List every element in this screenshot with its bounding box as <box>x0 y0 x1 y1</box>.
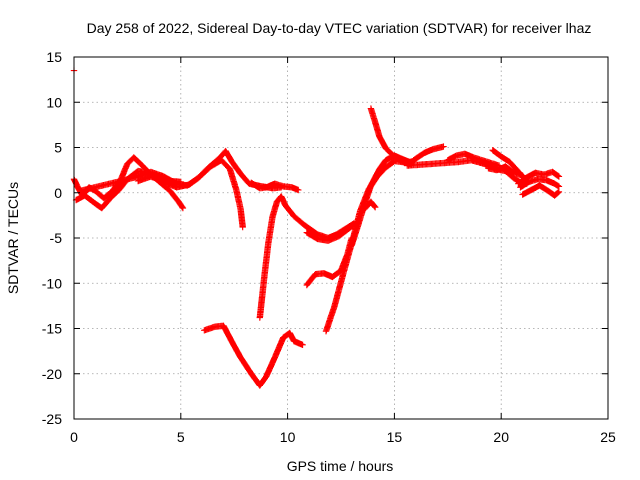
series-pass-v <box>519 182 563 199</box>
y-tick-label: -10 <box>42 275 62 291</box>
series-pass-g <box>201 322 306 389</box>
series-pass-i <box>303 218 362 244</box>
chart-title: Day 258 of 2022, Sidereal Day-to-day VTE… <box>87 20 592 36</box>
series-pass-f <box>248 179 302 194</box>
x-tick-label: 10 <box>280 429 296 445</box>
y-tick-label: 10 <box>46 94 62 110</box>
series-pass-o <box>410 143 447 164</box>
series-pass-n <box>361 198 379 213</box>
marker-trace <box>134 157 246 231</box>
series-pass-u <box>517 176 563 191</box>
y-tick-label: -5 <box>50 230 63 246</box>
y-tick-label: 5 <box>54 140 62 156</box>
marker-trace <box>201 322 306 389</box>
marker-trace <box>517 176 563 191</box>
marker-trace <box>410 143 447 164</box>
x-tick-label: 0 <box>70 429 78 445</box>
marker-trace <box>361 198 379 213</box>
y-axis-title: SDTVAR / TECUs <box>5 182 21 294</box>
x-tick-label: 25 <box>600 429 616 445</box>
series-pass-e <box>134 157 246 231</box>
y-tick-label: -20 <box>42 366 62 382</box>
series-pass-t <box>515 168 563 187</box>
x-axis-title: GPS time / hours <box>287 458 394 474</box>
marker-trace <box>515 168 563 187</box>
marker-trace <box>303 218 362 244</box>
marker-trace <box>348 152 415 249</box>
series-pass-m <box>367 105 417 167</box>
x-tick-label: 15 <box>387 429 403 445</box>
marker-trace <box>444 150 503 169</box>
x-tick-label: 20 <box>493 429 509 445</box>
grid <box>74 57 608 419</box>
axis-ticks: 0 5 10 15 20 25 -25 -20 -15 -10 -5 0 5 10 15 <box>42 49 616 445</box>
series-pass-h <box>256 193 357 321</box>
y-tick-label: 0 <box>54 185 62 201</box>
marker-trace <box>367 105 417 167</box>
data-series <box>70 67 563 389</box>
y-tick-label: 15 <box>46 49 62 65</box>
marker-trace <box>519 182 563 199</box>
series-pass-q <box>444 150 503 169</box>
marker-trace <box>256 193 357 321</box>
x-tick-label: 5 <box>177 429 185 445</box>
marker-trace <box>248 179 302 194</box>
series-pass-l <box>348 152 415 249</box>
y-tick-label: -25 <box>42 411 62 427</box>
y-tick-label: -15 <box>42 321 62 337</box>
